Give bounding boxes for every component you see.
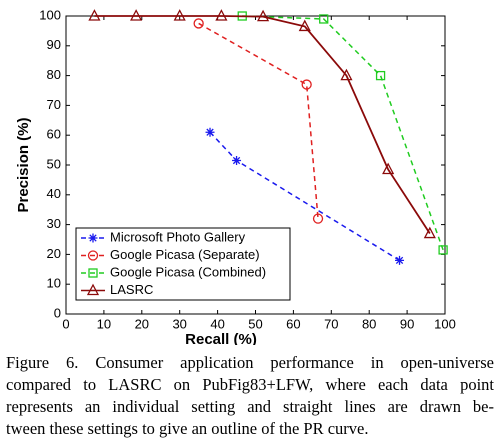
y-tick-label: 20: [47, 246, 61, 261]
x-tick-label: 70: [324, 316, 338, 331]
point: [438, 245, 448, 255]
series-line: [198, 22, 319, 219]
point: [88, 9, 101, 21]
point: [375, 70, 386, 81]
point: [395, 255, 405, 265]
x-tick-label: 30: [172, 316, 186, 331]
legend-marker: [88, 233, 98, 243]
y-tick-label: 80: [47, 67, 61, 82]
point: [312, 213, 324, 224]
caption-line: Figure 6. Consumer application performan…: [6, 353, 494, 372]
point: [130, 9, 143, 21]
x-tick-label: 20: [135, 316, 149, 331]
point: [205, 127, 215, 137]
point: [319, 14, 329, 24]
x-tick-label: 40: [210, 316, 224, 331]
legend-box: [75, 227, 291, 301]
caption-line: tween these settings to give an outline …: [6, 419, 369, 438]
legend-marker: [88, 268, 98, 278]
series-line: [242, 15, 444, 251]
point: [382, 162, 395, 175]
point: [232, 156, 242, 166]
legend-label: Google Picasa (Combined): [110, 264, 266, 279]
caption-line: represents an individual setting and str…: [6, 397, 494, 416]
point: [215, 9, 228, 21]
y-tick-label: 90: [47, 37, 61, 52]
series-line: [94, 15, 431, 235]
y-tick-label: 100: [39, 7, 61, 22]
point: [173, 9, 186, 21]
y-tick-label: 30: [47, 216, 61, 231]
legend-marker: [87, 250, 99, 261]
point: [298, 19, 311, 32]
point: [423, 226, 436, 239]
x-tick-label: 80: [362, 316, 376, 331]
x-tick-label: 100: [434, 316, 456, 331]
legend-label: LASRC: [110, 282, 153, 297]
chart: Recall (%) Precision (%) 0 10 20 30 40 50 60 70…: [15, 7, 456, 345]
caption: Figure 6. Consumer application performan…: [6, 352, 494, 440]
legend-label: Microsoft Photo Gallery: [110, 229, 246, 244]
point: [340, 68, 353, 81]
legend-marker: [86, 283, 100, 296]
point: [301, 79, 312, 90]
legend-label: Google Picasa (Separate): [110, 247, 260, 262]
y-tick-label: 0: [54, 305, 61, 320]
x-tick-label: 50: [248, 316, 262, 331]
y-tick-label: 50: [47, 156, 61, 171]
y-tick-label: 60: [47, 127, 61, 142]
x-tick-label: 60: [286, 316, 300, 331]
y-tick-label: 70: [47, 97, 61, 112]
x-tick-label: 0: [62, 316, 69, 331]
caption-line: compared to LASRC on PubFig83+LFW, where…: [6, 375, 494, 394]
x-axis-label: Recall (%): [185, 331, 257, 345]
y-axis-label: Precision (%): [15, 117, 32, 212]
point: [193, 18, 204, 29]
x-tick-label: 90: [400, 316, 414, 331]
point: [257, 9, 270, 22]
x-tick-label: 10: [97, 316, 111, 331]
y-tick-label: 40: [47, 186, 61, 201]
y-tick-label: 10: [47, 276, 61, 291]
